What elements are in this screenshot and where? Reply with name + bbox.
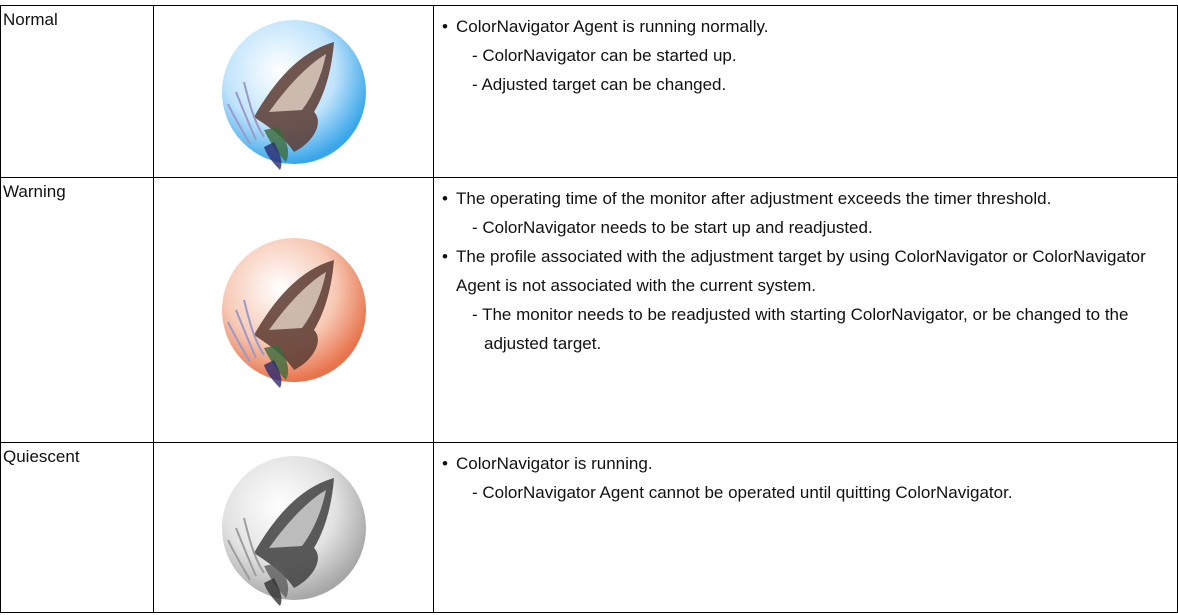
bullet: ColorNavigator Agent is running normally… (442, 12, 1177, 99)
description: The operating time of the monitor after … (433, 177, 1178, 443)
icon (221, 455, 366, 607)
icon-cell (153, 442, 434, 613)
icon (221, 238, 366, 389)
sub-item: - ColorNavigator needs to be start up an… (472, 218, 873, 237)
status: Warning (0, 177, 154, 443)
bullet: The operating time of the monitor after … (442, 184, 1157, 242)
description: ColorNavigator Agent is running normally… (433, 5, 1178, 178)
bullet-text: ColorNavigator is running. (456, 454, 653, 473)
sub-item: - ColorNavigator can be started up. (472, 46, 737, 65)
description: ColorNavigator is running. - ColorNaviga… (433, 442, 1178, 613)
bullet: ColorNavigator is running. - ColorNaviga… (442, 449, 1157, 507)
sub-item: - ColorNavigator Agent cannot be operate… (472, 483, 1013, 502)
bullet-text: ColorNavigator Agent is running normally… (456, 17, 769, 36)
icon-cell (153, 5, 434, 178)
bullet-text: The profile associated with the adjustme… (456, 247, 1146, 295)
bullet: The profile associated with the adjustme… (442, 242, 1157, 358)
status: Quiescent (0, 442, 154, 613)
row: Quiescent ColorNavigator is running. - C… (0, 442, 1178, 613)
sub-item: - The monitor needs to be readjusted wit… (472, 305, 1129, 353)
row: Warning The operating time of the monito… (0, 177, 1178, 443)
status-table: Normal ColorNavigator Agent is running n… (0, 5, 1178, 613)
bullet-text: The operating time of the monitor after … (456, 189, 1052, 208)
sub-item: - Adjusted target can be changed. (472, 75, 727, 94)
icon-cell (153, 177, 434, 443)
row: Normal ColorNavigator Agent is running n… (0, 5, 1178, 178)
icon (221, 19, 366, 171)
status: Normal (0, 5, 154, 178)
